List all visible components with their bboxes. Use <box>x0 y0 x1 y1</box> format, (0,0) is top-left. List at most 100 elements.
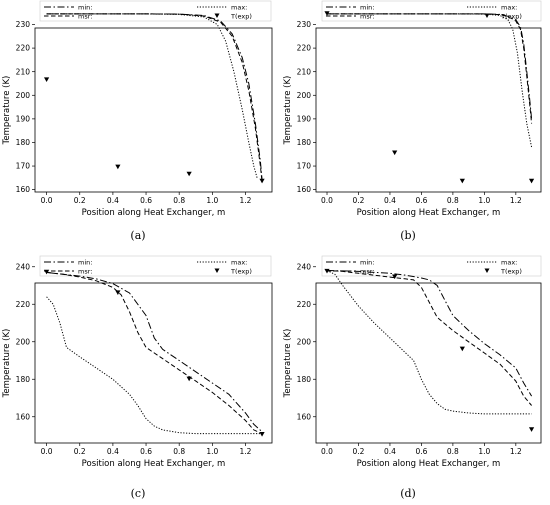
x-tick-label: 0.6 <box>140 447 152 456</box>
x-axis-label: Position along Heat Exchanger, m <box>357 208 501 218</box>
x-tick-label: 0.4 <box>107 196 119 205</box>
x-tick-label: 0.6 <box>415 196 427 205</box>
legend-box <box>39 255 272 277</box>
y-tick-label: 240 <box>297 262 312 271</box>
plot-frame <box>34 27 273 193</box>
x-tick-label: 0.6 <box>415 447 427 456</box>
x-tick-label: 0.0 <box>41 447 53 456</box>
y-tick-label: 220 <box>16 300 31 309</box>
x-axis-label: Position along Heat Exchanger, m <box>82 208 226 218</box>
y-axis-label: Temperature (K) <box>2 329 12 399</box>
x-axis-label: Position along Heat Exchanger, m <box>357 459 501 469</box>
y-tick-label: 170 <box>297 162 312 171</box>
y-tick-label: 200 <box>16 337 31 346</box>
texp-marker <box>528 427 535 432</box>
x-tick-label: 1.2 <box>510 447 522 456</box>
x-tick-label: 0.2 <box>74 447 86 456</box>
legend-label-2: max: <box>501 3 517 11</box>
y-tick-label: 210 <box>297 67 312 76</box>
y-tick-label: 220 <box>16 44 31 53</box>
y-tick-label: 160 <box>16 185 31 194</box>
legend-label-3: T(exp) <box>230 12 252 20</box>
y-tick-label: 180 <box>297 375 312 384</box>
x-tick-label: 0.4 <box>384 447 396 456</box>
legend-label-3: T(exp) <box>500 12 522 20</box>
y-axis-label: Temperature (K) <box>283 76 293 146</box>
y-tick-label: 180 <box>297 138 312 147</box>
legend-label-2: max: <box>231 3 247 11</box>
legend: min:msr: max:T(exp) <box>39 255 272 277</box>
x-tick-label: 1.0 <box>206 196 218 205</box>
panel-caption: (a) <box>130 229 145 242</box>
texp-marker <box>392 274 398 280</box>
panel-caption: (c) <box>131 487 146 500</box>
texp-marker <box>459 346 465 352</box>
x-tick-label: 0.8 <box>447 196 459 205</box>
legend: min:msr: max:T(exp) <box>39 0 272 22</box>
series-line-dashed <box>326 270 532 406</box>
texp-marker <box>324 11 330 16</box>
texp-marker <box>44 77 50 82</box>
legend-label-2: max: <box>231 258 247 266</box>
legend: min:msr: max:T(exp) <box>321 255 542 277</box>
y-tick-label: 160 <box>297 412 312 421</box>
y-tick-label: 210 <box>16 67 31 76</box>
texp-marker <box>324 268 330 274</box>
x-tick-label: 0.4 <box>384 196 396 205</box>
texp-marker <box>392 150 398 156</box>
x-tick-label: 0.0 <box>321 447 333 456</box>
x-tick-label: 0.8 <box>173 196 185 205</box>
legend-label-1: msr: <box>78 267 92 275</box>
y-tick-label: 220 <box>297 300 312 309</box>
legend-marker-3 <box>214 268 220 273</box>
legend-label-1: msr: <box>360 12 374 20</box>
legend-label-0: min: <box>360 258 374 266</box>
texp-marker <box>115 290 121 295</box>
texp-marker <box>186 171 192 177</box>
series-line-dashdot <box>327 13 533 119</box>
y-tick-label: 200 <box>297 337 312 346</box>
y-tick-label: 190 <box>297 114 312 123</box>
x-tick-label: 0.0 <box>321 196 333 205</box>
x-tick-label: 1.0 <box>206 447 218 456</box>
legend-box <box>39 0 272 22</box>
x-axis-label: Position along Heat Exchanger, m <box>82 459 226 469</box>
legend-label-1: msr: <box>78 12 92 20</box>
y-tick-label: 200 <box>297 91 312 100</box>
legend-marker-3 <box>484 268 490 273</box>
x-tick-label: 0.8 <box>447 447 459 456</box>
y-tick-label: 220 <box>297 44 312 53</box>
x-tick-label: 1.2 <box>510 196 522 205</box>
series-line-dotted <box>46 296 263 435</box>
y-tick-label: 200 <box>16 91 31 100</box>
chart-panel-2: min:msr: max:T(exp) 0.0 0.2 0.4 0.6 0.8 1.0 1.2 1… <box>2 255 273 500</box>
series-line-dotted <box>46 13 258 178</box>
x-tick-label: 0.2 <box>74 196 86 205</box>
y-tick-label: 240 <box>16 262 31 271</box>
y-axis-label: Temperature (K) <box>283 329 293 399</box>
series-line-dashed <box>46 271 263 435</box>
series-line-dashed <box>327 13 533 124</box>
texp-marker <box>186 376 192 382</box>
plot-frame <box>315 282 542 444</box>
series-line-dotted <box>327 13 533 148</box>
panel-caption: (d) <box>400 487 416 500</box>
legend-label-0: min: <box>360 3 374 11</box>
chart-panel-1: min:msr: max:T(exp) 0.0 0.2 0.4 0.6 0.8 1.0 1.2 1… <box>283 0 542 242</box>
legend-marker-3 <box>484 13 490 18</box>
y-tick-label: 230 <box>16 20 31 29</box>
legend-label-3: T(exp) <box>230 267 252 275</box>
y-tick-label: 160 <box>16 412 31 421</box>
x-tick-label: 1.0 <box>478 196 490 205</box>
texp-marker <box>459 178 465 184</box>
legend-label-0: min: <box>78 3 92 11</box>
legend-label-1: msr: <box>360 267 374 275</box>
legend-label-2: max: <box>501 258 517 266</box>
y-tick-label: 180 <box>16 375 31 384</box>
x-tick-label: 0.4 <box>107 447 119 456</box>
x-tick-label: 1.2 <box>240 447 252 456</box>
chart-panel-0: min:msr: max:T(exp) 0.0 0.2 0.4 0.6 0.8 1.0 1.2 1… <box>2 0 273 242</box>
y-tick-label: 160 <box>297 185 312 194</box>
series-line-dashed <box>46 13 263 183</box>
